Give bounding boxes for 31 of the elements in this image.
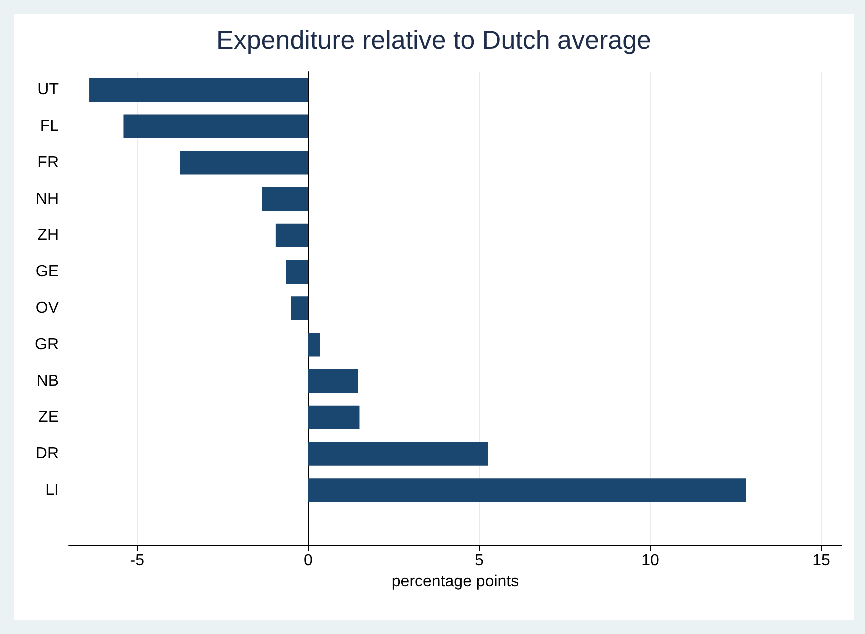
y-tick-label: NB — [36, 372, 59, 390]
x-tick-label: 0 — [304, 552, 313, 570]
y-tick-label: FL — [40, 118, 60, 136]
bar — [262, 188, 308, 212]
bar — [308, 478, 746, 502]
bar — [308, 406, 360, 430]
x-axis-title: percentage points — [392, 573, 520, 590]
y-tick-label: LI — [46, 482, 59, 499]
bar — [291, 296, 308, 320]
x-tick-label: 5 — [474, 552, 484, 570]
bar — [90, 78, 308, 102]
y-tick-label: UT — [38, 82, 60, 99]
y-tick-label: GE — [36, 264, 59, 281]
y-tick-label: ZE — [38, 409, 59, 426]
bar — [308, 369, 358, 394]
y-tick-label: OV — [36, 300, 60, 317]
bar — [308, 333, 320, 357]
x-tick-label: -5 — [130, 552, 145, 570]
x-tick-label: 10 — [642, 552, 660, 570]
y-tick-label: NH — [36, 190, 59, 208]
y-tick-label: ZH — [38, 227, 59, 244]
bar — [180, 151, 308, 175]
y-tick-label: FR — [38, 154, 59, 172]
y-tick-label: DR — [36, 446, 59, 463]
bar — [276, 224, 308, 248]
bar — [286, 260, 308, 284]
x-tick-label: 15 — [812, 552, 830, 570]
y-tick-label: GR — [35, 336, 59, 354]
bar — [124, 114, 308, 138]
bar — [308, 442, 488, 466]
chart-title: Expenditure relative to Dutch average — [216, 25, 652, 55]
